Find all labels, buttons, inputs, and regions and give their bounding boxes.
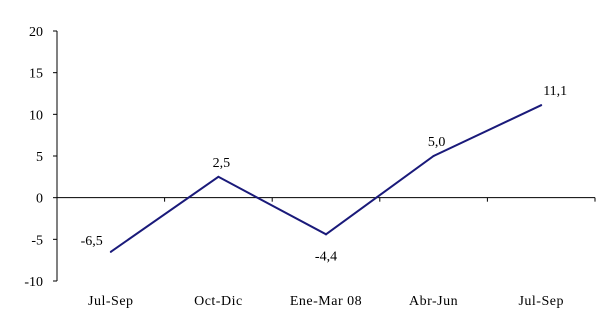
axes xyxy=(56,31,595,281)
y-tick-label: -10 xyxy=(24,275,43,290)
y-axis-ticks: -10 -5 0 5 10 15 20 xyxy=(24,25,57,290)
x-category-label: Abr-Jun xyxy=(409,294,458,309)
y-tick-label: 20 xyxy=(29,25,43,40)
data-label: 2,5 xyxy=(213,156,231,171)
data-point xyxy=(325,233,327,236)
series-group xyxy=(109,104,543,253)
x-category-label: Jul-Sep xyxy=(518,294,564,309)
data-point xyxy=(540,104,543,107)
data-label: -6,5 xyxy=(81,234,103,249)
x-category-label: Oct-Dic xyxy=(194,294,243,309)
x-category-label: Ene-Mar 08 xyxy=(290,294,362,309)
data-point xyxy=(432,155,435,157)
data-point xyxy=(109,250,112,253)
y-tick-label: 0 xyxy=(36,192,43,207)
data-label: 5,0 xyxy=(428,135,446,150)
data-label: 11,1 xyxy=(543,84,567,99)
y-tick-label: -5 xyxy=(31,233,43,248)
y-tick-label: 10 xyxy=(29,108,43,123)
data-point xyxy=(217,175,220,178)
x-category-label: Jul-Sep xyxy=(88,294,134,309)
data-labels: -6,5 2,5 -4,4 5,0 11,1 xyxy=(81,84,568,264)
x-axis-labels: Jul-Sep Oct-Dic Ene-Mar 08 Abr-Jun Jul-Sep xyxy=(56,197,596,309)
y-tick-label: 5 xyxy=(36,150,43,165)
y-tick-label: 15 xyxy=(29,67,43,82)
series-line xyxy=(110,104,542,253)
data-label: -4,4 xyxy=(315,249,337,264)
